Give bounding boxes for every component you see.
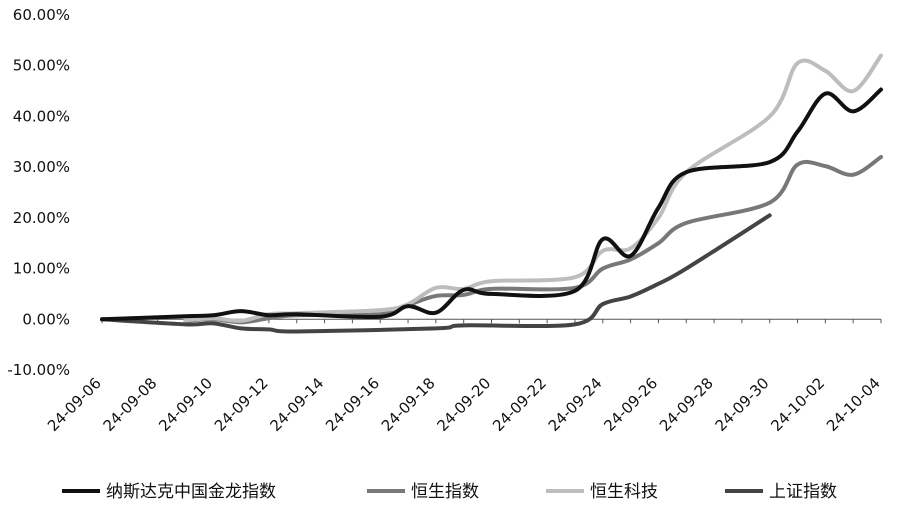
x-tick-label: 24-09-12 — [211, 374, 272, 435]
legend: 纳斯达克中国金龙指数 恒生指数 恒生科技 上证指数 — [62, 482, 837, 502]
x-tick-label: 24-09-10 — [155, 374, 216, 435]
x-tick-label: 24-09-18 — [378, 374, 439, 435]
x-tick-label: 24-09-20 — [433, 374, 494, 435]
x-tick-label: 24-10-04 — [823, 374, 884, 435]
y-tick-label: 0.00% — [22, 310, 70, 328]
series-line-0 — [100, 87, 883, 322]
series-line-3 — [100, 213, 772, 334]
series-line-1 — [183, 155, 883, 325]
x-tick-label: 24-09-28 — [656, 374, 717, 435]
legend-label: 上证指数 — [769, 482, 837, 502]
series-line-2 — [183, 53, 883, 323]
y-tick-label: 40.00% — [13, 107, 70, 125]
legend-label: 纳斯达克中国金龙指数 — [106, 482, 276, 502]
series-lines — [100, 53, 883, 334]
y-tick-label: 20.00% — [13, 209, 70, 227]
y-axis-tick-labels: -10.00% 0.00% 10.00% 20.00% 30.00% 40.00% 50.0… — [7, 6, 70, 379]
x-tick-label: 24-09-26 — [600, 374, 661, 435]
x-tick-label: 24-09-24 — [545, 374, 606, 435]
y-tick-label: 50.00% — [13, 57, 70, 75]
x-tick-label: 24-09-14 — [267, 374, 328, 435]
x-tick-label: 24-09-30 — [712, 374, 773, 435]
x-axis-tick-labels: 24-09-0624-09-0824-09-1024-09-1224-09-14… — [44, 374, 884, 435]
y-tick-label: 60.00% — [13, 6, 70, 24]
legend-label: 恒生科技 — [590, 482, 658, 502]
x-tick-label: 24-09-22 — [489, 374, 550, 435]
x-tick-label: 24-09-16 — [322, 374, 383, 435]
x-tick-label: 24-09-08 — [100, 374, 161, 435]
y-tick-label: -10.00% — [7, 361, 70, 379]
x-tick-label: 24-10-02 — [767, 374, 828, 435]
y-tick-label: 30.00% — [13, 158, 70, 176]
y-tick-label: 10.00% — [13, 260, 70, 278]
legend-label: 恒生指数 — [411, 482, 479, 502]
x-tick-label: 24-09-06 — [44, 374, 105, 435]
